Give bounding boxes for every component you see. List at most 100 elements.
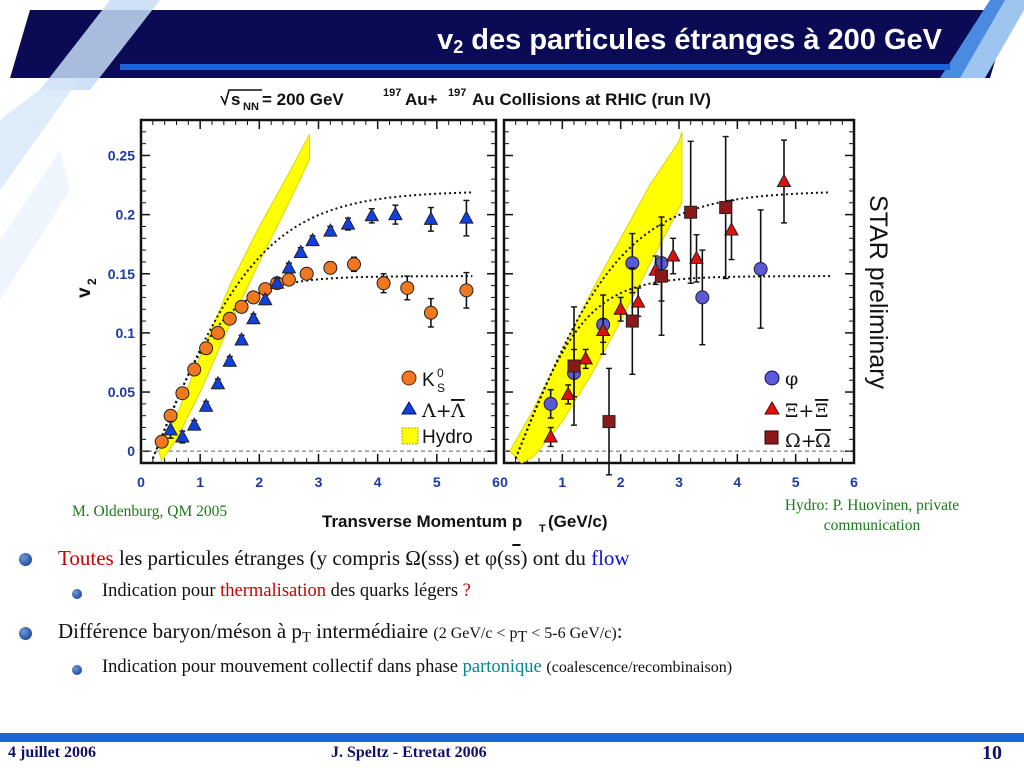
data-point <box>400 280 415 295</box>
data-point <box>305 232 320 247</box>
header-banner <box>0 0 1024 90</box>
x-axis-label: Transverse Momentum p T (GeV/c) <box>322 512 608 535</box>
data-point <box>210 325 225 340</box>
data-point <box>163 408 178 423</box>
svg-text:v: v <box>74 287 95 298</box>
data-point <box>665 247 681 262</box>
svg-text:T: T <box>539 523 546 535</box>
svg-text:Ω+: Ω+ <box>785 430 817 452</box>
slide-title: v2 des particules étranges à 200 GeV <box>437 24 942 58</box>
x-tick-label: 0 <box>500 474 508 490</box>
x-tick-label: 4 <box>733 474 741 490</box>
data-point <box>269 275 285 289</box>
x-tick-label: 0 <box>137 474 145 490</box>
data-point <box>322 223 338 237</box>
left-legend: K 0 S Λ+ Λ Hydro <box>401 366 473 448</box>
left-panel-frame <box>139 118 498 465</box>
data-point <box>246 290 261 305</box>
y-tick-label: 0.1 <box>116 325 136 341</box>
svg-text:0: 0 <box>437 366 444 380</box>
data-point <box>175 386 190 401</box>
data-point <box>246 310 261 325</box>
legend-omega-marker <box>764 430 779 445</box>
data-point <box>689 250 704 264</box>
footer-bar <box>0 733 1024 742</box>
data-point <box>222 353 238 367</box>
data-point <box>423 211 439 225</box>
data-point <box>323 260 338 275</box>
svg-text:Ω: Ω <box>815 430 831 452</box>
data-point <box>560 386 576 400</box>
svg-text:(GeV/c): (GeV/c) <box>548 512 608 531</box>
footer-author: J. Speltz - Etretat 2006 <box>331 744 487 761</box>
bullet-2: Différence baryon/méson à pT intermédiai… <box>58 619 623 646</box>
x-tick-label: 3 <box>675 474 683 490</box>
data-point <box>719 201 733 215</box>
hydro-curve-meson <box>514 275 831 459</box>
hydro-curve-baryon <box>514 191 831 459</box>
data-point <box>257 291 273 306</box>
svg-text:Au+: Au+ <box>405 90 438 109</box>
sub-bullet-icon <box>72 589 82 599</box>
svg-text:s: s <box>231 90 240 109</box>
data-point <box>655 269 668 283</box>
y-tick-label: 0.2 <box>116 207 136 223</box>
footer: 4 juillet 2006 J. Speltz - Etretat 2006 … <box>0 742 1024 768</box>
data-point <box>163 421 178 436</box>
svg-text:197: 197 <box>383 87 401 99</box>
right-axis-ticks: 0 1 2 3 4 5 6 <box>500 120 858 490</box>
svg-text:NN: NN <box>243 101 259 113</box>
data-point <box>423 305 438 320</box>
data-point <box>281 272 296 287</box>
svg-text:S: S <box>437 381 445 395</box>
data-point <box>154 434 169 449</box>
y-tick-label: 0.15 <box>108 266 135 282</box>
sub-bullet-icon <box>72 665 82 675</box>
legend-hydro-swatch <box>401 427 419 445</box>
svg-text:Ξ+: Ξ+ <box>785 400 814 422</box>
y-tick-label: 0.25 <box>108 147 135 163</box>
data-point <box>175 428 190 443</box>
data-point <box>724 221 739 236</box>
data-point <box>198 398 214 412</box>
x-tick-label: 2 <box>617 474 625 490</box>
bullet-icon <box>19 627 32 640</box>
data-point <box>234 331 249 346</box>
data-point <box>376 276 391 291</box>
hydro-curve-meson <box>151 275 473 459</box>
data-point <box>210 375 226 390</box>
data-point <box>695 290 710 305</box>
right-legend: φ Ξ+ Ξ Ω+ Ω <box>764 368 831 452</box>
data-point <box>364 207 380 222</box>
data-point <box>753 262 768 277</box>
page-number: 10 <box>982 742 1002 764</box>
data-point <box>222 311 237 326</box>
bullet-1-sub: Indication pour thermalisation des quark… <box>102 581 471 601</box>
data-point <box>340 216 356 230</box>
v2-figure: s NN = 200 GeV 197 Au+ 197 Au Collisions… <box>74 87 892 535</box>
data-point <box>234 299 249 314</box>
data-point <box>543 396 558 411</box>
figure-title: s NN = 200 GeV 197 Au+ 197 Au Collisions… <box>220 87 711 113</box>
data-point <box>459 283 474 298</box>
left-axis-ticks: 0 1 2 3 4 5 6 0 0.05 0.1 0.15 0.2 0.25 <box>108 120 500 490</box>
data-point <box>388 206 403 221</box>
y-tick-label: 0 <box>127 443 135 459</box>
x-tick-label: 2 <box>255 474 263 490</box>
x-tick-label: 5 <box>433 474 441 490</box>
star-preliminary-label: STAR preliminary <box>864 195 892 390</box>
data-point <box>293 244 309 258</box>
data-point <box>299 266 314 281</box>
svg-text:Λ: Λ <box>450 400 465 422</box>
x-tick-label: 1 <box>196 474 204 490</box>
data-point <box>684 205 698 219</box>
caption-left: M. Oldenburg, QM 2005 <box>72 503 228 520</box>
svg-text:Au Collisions at RHIC (run IV): Au Collisions at RHIC (run IV) <box>472 90 711 109</box>
data-point <box>613 301 629 315</box>
svg-text:Transverse Momentum p: Transverse Momentum p <box>322 512 522 531</box>
legend-xi-marker <box>764 401 780 415</box>
data-point <box>187 362 202 377</box>
svg-text:Hydro: Hydro <box>422 427 473 448</box>
data-point <box>776 173 792 188</box>
data-point <box>347 257 361 272</box>
